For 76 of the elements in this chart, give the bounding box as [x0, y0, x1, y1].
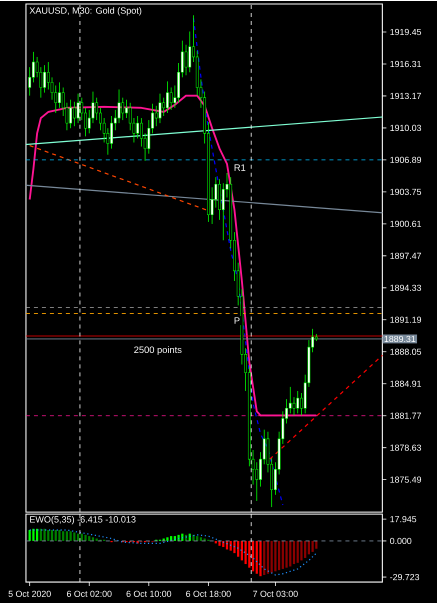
x-tick-label: 6 Oct 10:00 [126, 590, 172, 597]
candlestick [121, 97, 124, 120]
bar [222, 540, 224, 548]
y-tick-label: 1916.31 [390, 60, 421, 68]
chart-title: EWO(5,35) -6.415 -10.013 [30, 516, 136, 524]
x-tick-label: 6 Oct 18:00 [186, 590, 231, 597]
bar [62, 531, 64, 541]
candlestick [292, 396, 296, 416]
bar [88, 536, 90, 541]
y-tick-label: 1875.49 [390, 476, 421, 483]
bar [73, 532, 76, 541]
bar [315, 540, 318, 549]
bar [304, 540, 306, 558]
bar [47, 530, 50, 541]
candlestick [170, 87, 172, 110]
line-series [28, 529, 317, 576]
y-tick-label: 1919.45 [390, 28, 421, 36]
y-tick-label: 1894.33 [390, 284, 421, 291]
y-tick-label: 17.945 [390, 516, 416, 522]
x-tick-label: 6 Oct 02:00 [66, 590, 112, 597]
y-tick-label: 1910.03 [390, 124, 421, 132]
annotation: P [234, 317, 240, 324]
annotation: R1 [234, 164, 246, 171]
candlestick [46, 62, 50, 90]
y-tick-label: 1913.17 [390, 92, 421, 100]
bar [282, 540, 284, 569]
chart-title: XAUUSD, M30: Gold (Spot) [29, 7, 142, 16]
candlestick [95, 97, 98, 120]
bar [296, 540, 299, 563]
y-tick-label: 0.000 [390, 538, 412, 544]
candlestick [128, 102, 132, 131]
bar [289, 540, 292, 566]
bar [229, 540, 232, 551]
y-tick-label: 1900.61 [390, 220, 421, 227]
bar [54, 530, 57, 541]
candlestick [166, 80, 169, 114]
y-tick-label: 1906.89 [390, 156, 421, 164]
candlestick [154, 105, 158, 127]
bar [214, 540, 217, 544]
bar [69, 531, 72, 541]
bar [236, 540, 240, 557]
candlestick [296, 390, 299, 414]
annotation: 2500 points [134, 346, 182, 355]
bar [40, 528, 42, 541]
candlestick [43, 64, 46, 93]
candlestick [72, 101, 76, 127]
y-tick-label: 1881.77 [390, 412, 421, 419]
bar [248, 540, 250, 568]
bar [270, 540, 273, 573]
bar [28, 530, 31, 541]
bar [311, 540, 314, 552]
candlestick [255, 462, 258, 502]
candlestick [54, 85, 57, 114]
y-tick-label: -29.723 [390, 574, 420, 580]
bar [181, 534, 184, 541]
candlestick [222, 182, 225, 241]
y-tick-label: 1884.91 [390, 380, 421, 387]
bar [256, 540, 258, 574]
candlestick [58, 82, 61, 108]
candlestick [136, 116, 139, 139]
candlestick [188, 31, 192, 73]
bar [262, 540, 266, 575]
candlestick [118, 89, 120, 124]
x-tick-label: 7 Oct 03:00 [253, 590, 298, 597]
y-tick-label: 1897.47 [390, 252, 421, 259]
candlestick [158, 93, 162, 124]
x-tick-label: 5 Oct 2020 [8, 590, 51, 597]
y-tick-label: 1888.05 [390, 348, 421, 355]
y-tick-label: 1891.19 [390, 316, 421, 323]
bar [80, 534, 83, 541]
candlestick [184, 44, 188, 76]
bar [196, 536, 198, 541]
candlestick [69, 99, 72, 129]
ref-line-label: 1889.31 [384, 336, 416, 342]
y-tick-label: 1903.75 [390, 188, 421, 195]
y-tick-label: 1878.63 [390, 444, 421, 451]
